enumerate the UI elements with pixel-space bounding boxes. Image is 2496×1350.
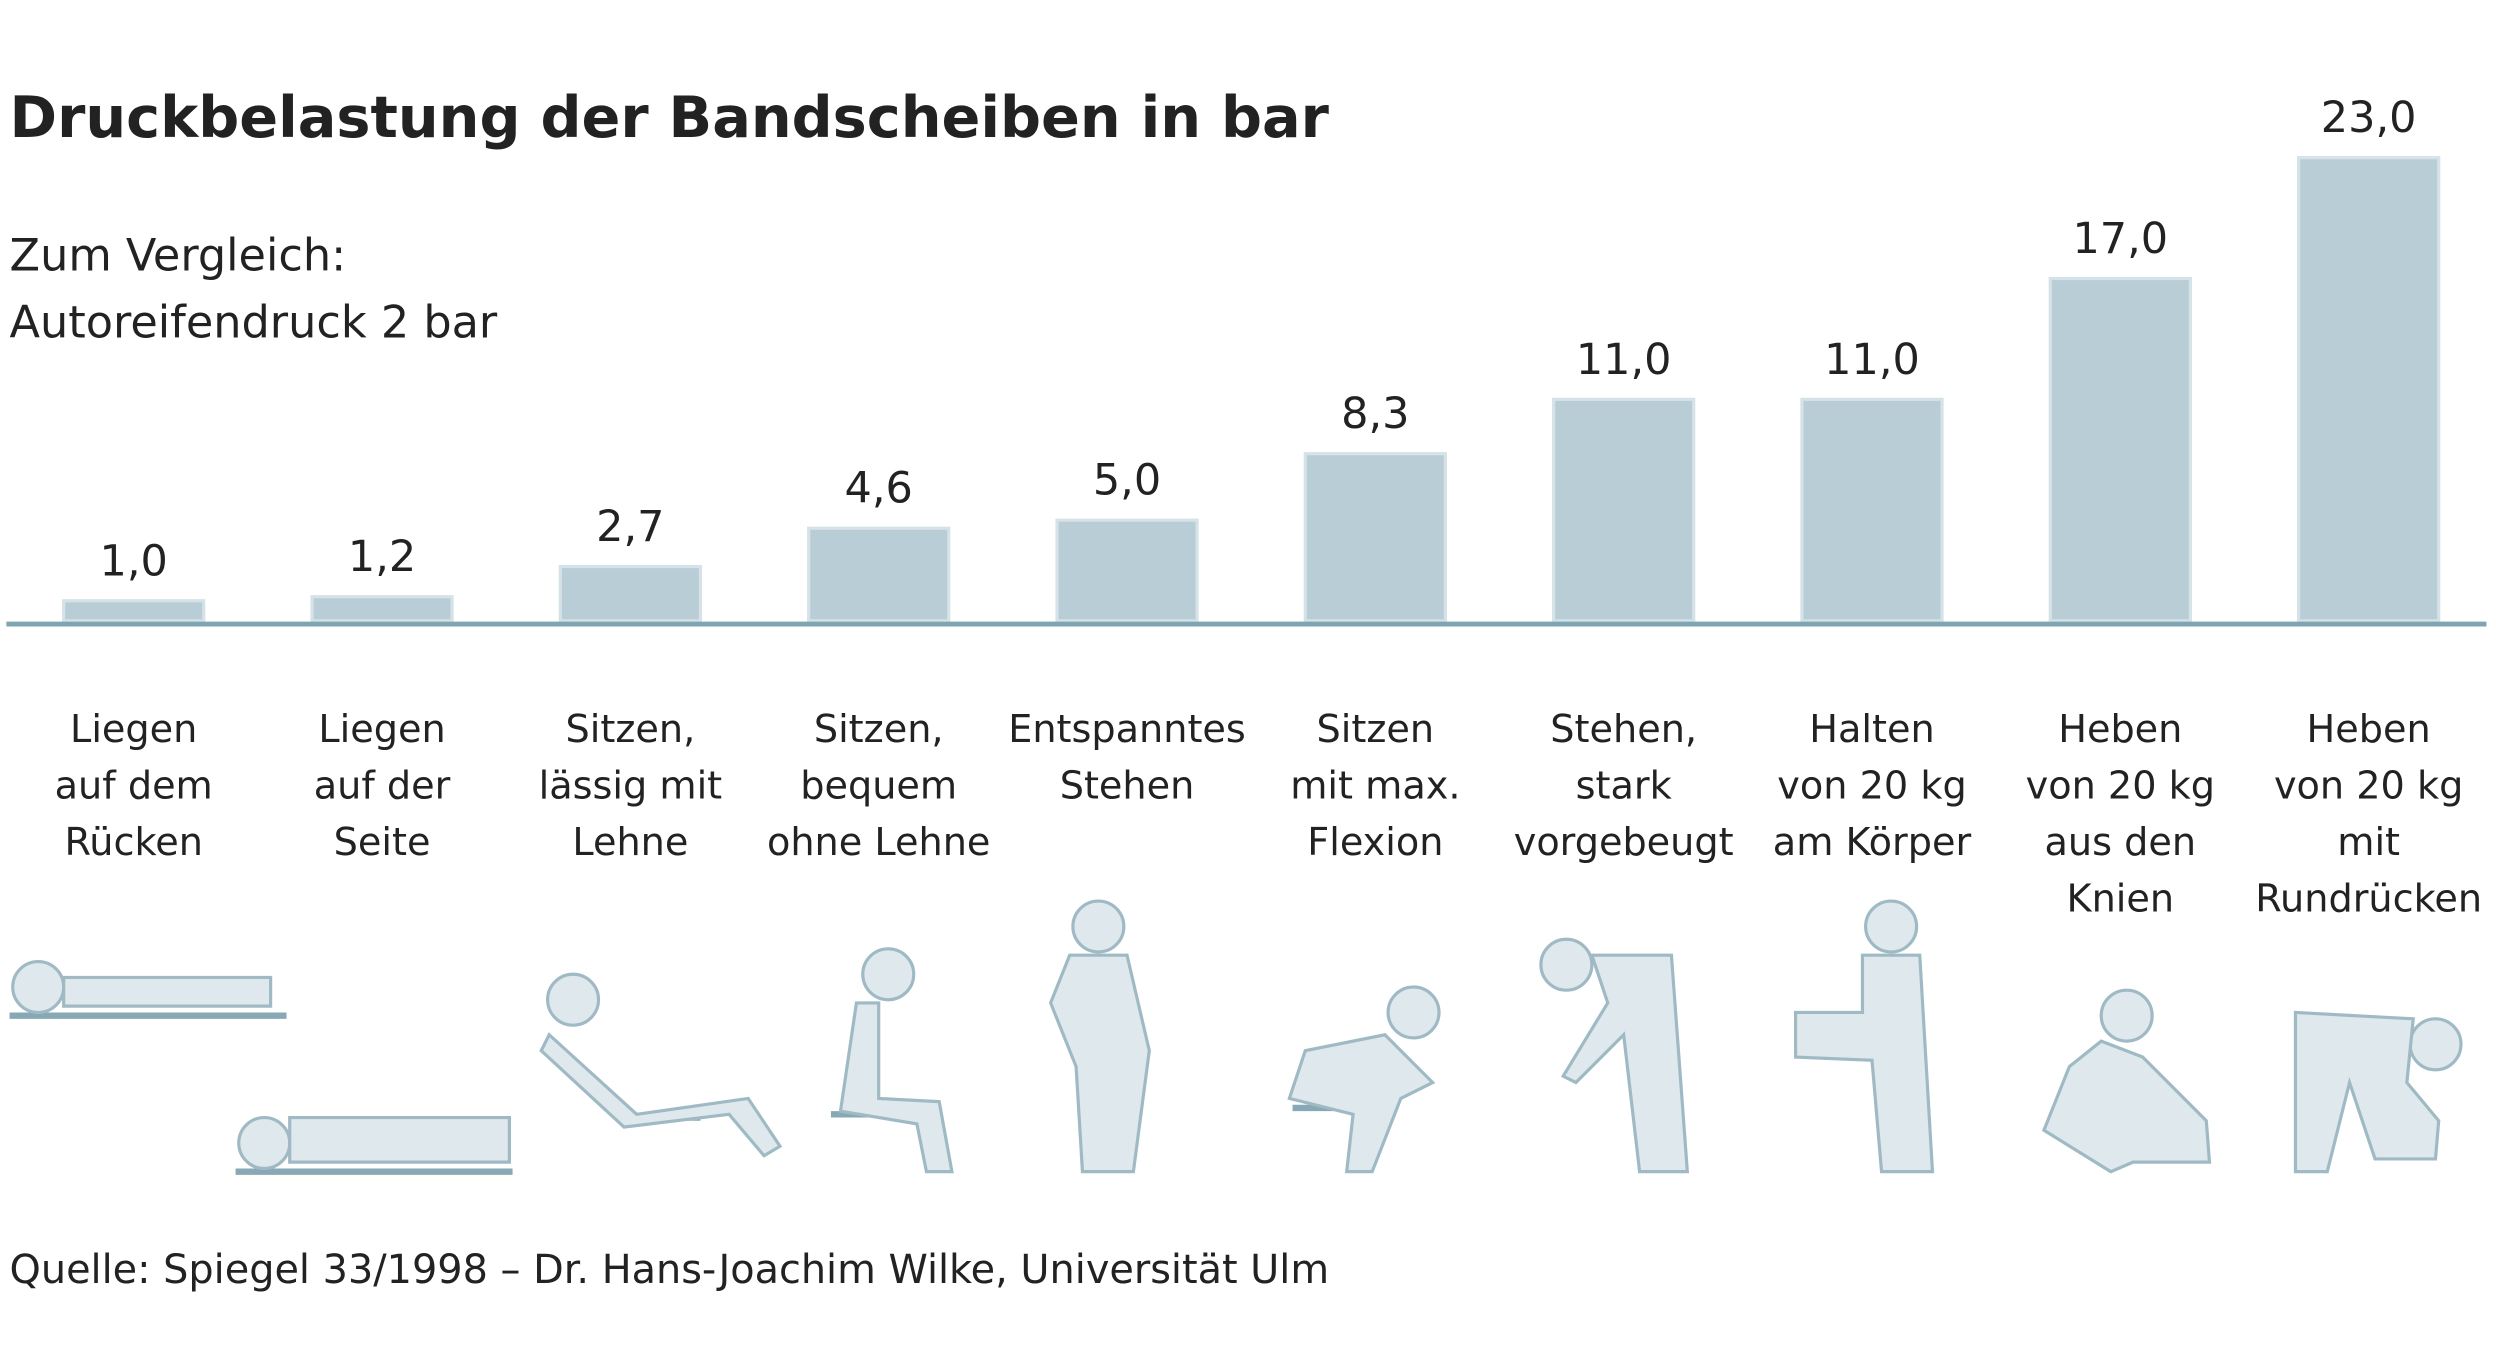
subtitle: Autoreifendruck 2 bar <box>10 297 498 349</box>
value-label: 1,0 <box>100 536 168 586</box>
subtitle: Zum Vergleich: <box>10 230 347 282</box>
x-tick-label: Heben <box>2058 708 2182 752</box>
x-tick-label: stark <box>1576 764 1672 808</box>
bar <box>1800 397 1944 623</box>
x-tick-label: Rundrücken <box>2255 877 2482 921</box>
x-tick-label: vorgebeugt <box>1514 821 1734 865</box>
x-tick-label: mit max. <box>1290 764 1460 808</box>
x-tick-label: Sitzen, <box>566 708 696 752</box>
chart-title: Druckbelastung der Bandscheiben in bar <box>10 84 1330 151</box>
x-tick-label: Lehne <box>572 821 688 865</box>
x-tick-label: Heben <box>2307 708 2431 752</box>
bar <box>1303 452 1447 623</box>
bar <box>2048 276 2192 623</box>
x-tick-label: Liegen <box>318 708 445 752</box>
x-tick-label: auf der <box>314 764 451 808</box>
x-tick-label: Knien <box>2067 877 2175 921</box>
x-tick-label: auf dem <box>55 764 213 808</box>
value-label: 1,2 <box>348 532 416 582</box>
bar <box>1055 518 1199 623</box>
pictograms <box>9 899 2463 1175</box>
x-tick-label: von 20 kg <box>2026 764 2215 808</box>
x-tick-label: Seite <box>334 821 431 865</box>
value-label: 4,6 <box>845 464 913 514</box>
value-label: 11,0 <box>1576 335 1672 385</box>
value-label: 8,3 <box>1341 389 1409 439</box>
x-tick-label: lässig mit <box>539 764 723 808</box>
x-tick-label: Sitzen, <box>814 708 944 752</box>
x-tick-label: Entspanntes <box>1008 708 1246 752</box>
bar <box>62 599 206 623</box>
value-label: 5,0 <box>1093 456 1161 506</box>
value-label: 23,0 <box>2321 93 2417 143</box>
source: Quelle: Spiegel 33/1998 – Dr. Hans-Joach… <box>10 1247 1330 1293</box>
x-tick-label: Sitzen <box>1317 708 1435 752</box>
value-label: 2,7 <box>596 502 664 552</box>
bar <box>807 526 951 623</box>
bar <box>558 564 702 623</box>
x-tick-label: bequem <box>800 764 957 808</box>
value-label: 11,0 <box>1824 335 1920 385</box>
x-tick-label: Flexion <box>1307 821 1443 865</box>
x-tick-label: von 20 kg <box>2274 764 2463 808</box>
x-tick-label: von 20 kg <box>1777 764 1966 808</box>
x-tick-label: aus den <box>2045 821 2197 865</box>
x-tick-label: Liegen <box>70 708 197 752</box>
bar <box>1552 397 1696 623</box>
x-tick-label: Stehen, <box>1550 708 1697 752</box>
x-tick-label: mit <box>2337 821 2400 865</box>
bar <box>2297 156 2441 623</box>
x-tick-label: ohne Lehne <box>767 821 990 865</box>
value-label: 17,0 <box>2072 214 2168 264</box>
x-tick-label: Halten <box>1809 708 1934 752</box>
bar <box>310 595 454 623</box>
x-tick-label: Rücken <box>64 821 202 865</box>
x-tick-label: Stehen <box>1060 764 1195 808</box>
x-tick-label: am Körper <box>1773 821 1972 865</box>
